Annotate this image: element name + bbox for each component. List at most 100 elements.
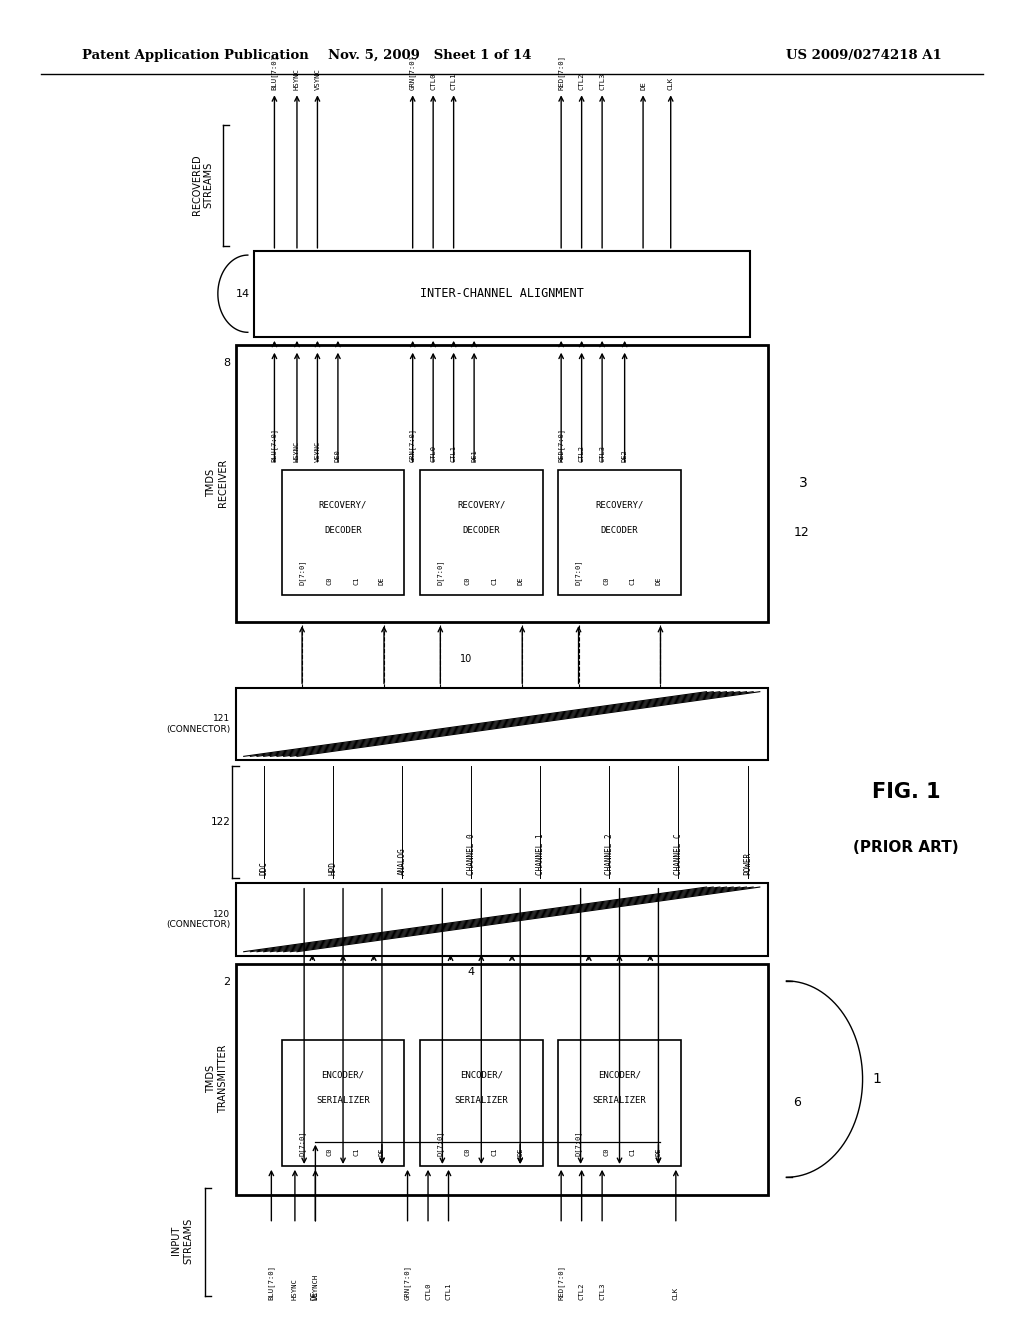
Bar — [236, 883, 768, 956]
Bar — [282, 1040, 404, 1166]
Text: DE: DE — [517, 1147, 523, 1155]
Text: BLU[7:0]: BLU[7:0] — [271, 54, 278, 90]
Text: DE2: DE2 — [622, 449, 628, 462]
Text: 120
(CONNECTOR): 120 (CONNECTOR) — [166, 909, 230, 929]
Text: INPUT
STREAMS: INPUT STREAMS — [171, 1217, 194, 1265]
Text: D[7:0]: D[7:0] — [299, 1130, 305, 1155]
Text: C1: C1 — [492, 577, 498, 585]
Text: 14: 14 — [236, 289, 250, 298]
Text: D[7:0]: D[7:0] — [437, 560, 443, 585]
Text: HPD: HPD — [329, 861, 338, 875]
Text: CHANNEL 2: CHANNEL 2 — [605, 833, 614, 875]
Bar — [282, 470, 404, 595]
Text: CTL1: CTL1 — [451, 445, 457, 462]
Text: 2: 2 — [223, 977, 230, 987]
Text: RECOVERY/: RECOVERY/ — [595, 500, 644, 510]
Text: 1: 1 — [872, 1072, 882, 1086]
Text: ENCODER/: ENCODER/ — [460, 1071, 503, 1080]
Text: CTL1: CTL1 — [451, 73, 457, 90]
Text: BLU[7:0]: BLU[7:0] — [271, 428, 278, 462]
Bar — [420, 470, 543, 595]
Text: CTL3: CTL3 — [599, 1283, 605, 1300]
Text: DECODER: DECODER — [463, 525, 500, 535]
Text: RED[7:0]: RED[7:0] — [558, 428, 564, 462]
Text: CTL1: CTL1 — [445, 1283, 452, 1300]
Text: RED[7:0]: RED[7:0] — [558, 54, 564, 90]
Text: DE: DE — [379, 577, 385, 585]
Text: CLK: CLK — [673, 1287, 679, 1300]
Text: VSYNC: VSYNC — [314, 67, 321, 90]
Text: (PRIOR ART): (PRIOR ART) — [853, 840, 959, 855]
Text: HSYNC: HSYNC — [292, 1278, 298, 1300]
Text: SERIALIZER: SERIALIZER — [593, 1096, 646, 1105]
Text: CTL2: CTL2 — [579, 445, 585, 462]
Text: 121
(CONNECTOR): 121 (CONNECTOR) — [166, 714, 230, 734]
Text: D[7:0]: D[7:0] — [575, 1130, 582, 1155]
Text: RECOVERED
STREAMS: RECOVERED STREAMS — [191, 154, 214, 215]
Bar — [236, 964, 768, 1195]
Text: CHANNEL 0: CHANNEL 0 — [467, 833, 476, 875]
Text: RED[7:0]: RED[7:0] — [558, 1265, 564, 1300]
Text: ENCODER/: ENCODER/ — [598, 1071, 641, 1080]
Text: 10: 10 — [460, 653, 472, 664]
Text: GRN[7:0]: GRN[7:0] — [410, 428, 416, 462]
Text: DDC: DDC — [260, 861, 268, 875]
Text: DE: DE — [379, 1147, 385, 1155]
Text: 3: 3 — [799, 477, 808, 490]
Text: RECOVERY/: RECOVERY/ — [457, 500, 506, 510]
Text: GRN[7:0]: GRN[7:0] — [410, 54, 416, 90]
Text: HSYNC: HSYNC — [294, 441, 300, 462]
Text: 12: 12 — [794, 527, 809, 539]
Text: CHANNEL C: CHANNEL C — [674, 833, 683, 875]
Text: 4: 4 — [468, 966, 474, 977]
Text: CHANNEL 1: CHANNEL 1 — [536, 833, 545, 875]
Text: CTL0: CTL0 — [425, 1283, 431, 1300]
Text: TMDS
RECEIVER: TMDS RECEIVER — [206, 459, 228, 507]
Text: DE: DE — [311, 1291, 319, 1300]
Bar — [420, 1040, 543, 1166]
Text: C0: C0 — [465, 577, 471, 585]
Text: ENCODER/: ENCODER/ — [322, 1071, 365, 1080]
Bar — [236, 345, 768, 622]
Text: VSYNC: VSYNC — [314, 441, 321, 462]
Text: Nov. 5, 2009   Sheet 1 of 14: Nov. 5, 2009 Sheet 1 of 14 — [329, 49, 531, 62]
Text: US 2009/0274218 A1: US 2009/0274218 A1 — [786, 49, 942, 62]
Text: D[7:0]: D[7:0] — [575, 560, 582, 585]
Text: C1: C1 — [630, 577, 636, 585]
Text: CTL2: CTL2 — [579, 1283, 585, 1300]
Text: GRN[7:0]: GRN[7:0] — [404, 1265, 411, 1300]
Text: 6: 6 — [794, 1097, 802, 1109]
Text: CTL0: CTL0 — [430, 73, 436, 90]
Text: VSYNCH: VSYNCH — [312, 1274, 318, 1300]
Text: C0: C0 — [603, 1147, 609, 1155]
Text: C0: C0 — [465, 1147, 471, 1155]
Text: DE: DE — [655, 1147, 662, 1155]
Text: DE1: DE1 — [471, 449, 477, 462]
Text: INTER-CHANNEL ALIGNMENT: INTER-CHANNEL ALIGNMENT — [420, 288, 584, 300]
Text: FIG. 1: FIG. 1 — [871, 781, 941, 803]
Text: BLU[7:0]: BLU[7:0] — [268, 1265, 274, 1300]
Text: CTL3: CTL3 — [599, 445, 605, 462]
Text: C1: C1 — [353, 1147, 359, 1155]
Text: SERIALIZER: SERIALIZER — [316, 1096, 370, 1105]
Text: HSYNC: HSYNC — [294, 67, 300, 90]
Text: C1: C1 — [353, 577, 359, 585]
Text: C0: C0 — [603, 577, 609, 585]
Text: 8: 8 — [223, 358, 230, 368]
Text: RECOVERY/: RECOVERY/ — [318, 500, 368, 510]
Text: ANALOG: ANALOG — [397, 847, 407, 875]
Text: DE: DE — [640, 81, 646, 90]
Text: DE0: DE0 — [335, 449, 341, 462]
Text: D[7:0]: D[7:0] — [299, 560, 305, 585]
Text: SERIALIZER: SERIALIZER — [455, 1096, 508, 1105]
Text: DECODER: DECODER — [601, 525, 638, 535]
Text: C0: C0 — [327, 1147, 333, 1155]
Text: DE: DE — [517, 577, 523, 585]
Text: DECODER: DECODER — [325, 525, 361, 535]
Text: TMDS
TRANSMITTER: TMDS TRANSMITTER — [206, 1045, 228, 1113]
Bar — [558, 470, 681, 595]
Text: POWER: POWER — [743, 851, 752, 875]
Text: D[7:0]: D[7:0] — [437, 1130, 443, 1155]
Text: 122: 122 — [211, 817, 230, 826]
Bar — [558, 1040, 681, 1166]
